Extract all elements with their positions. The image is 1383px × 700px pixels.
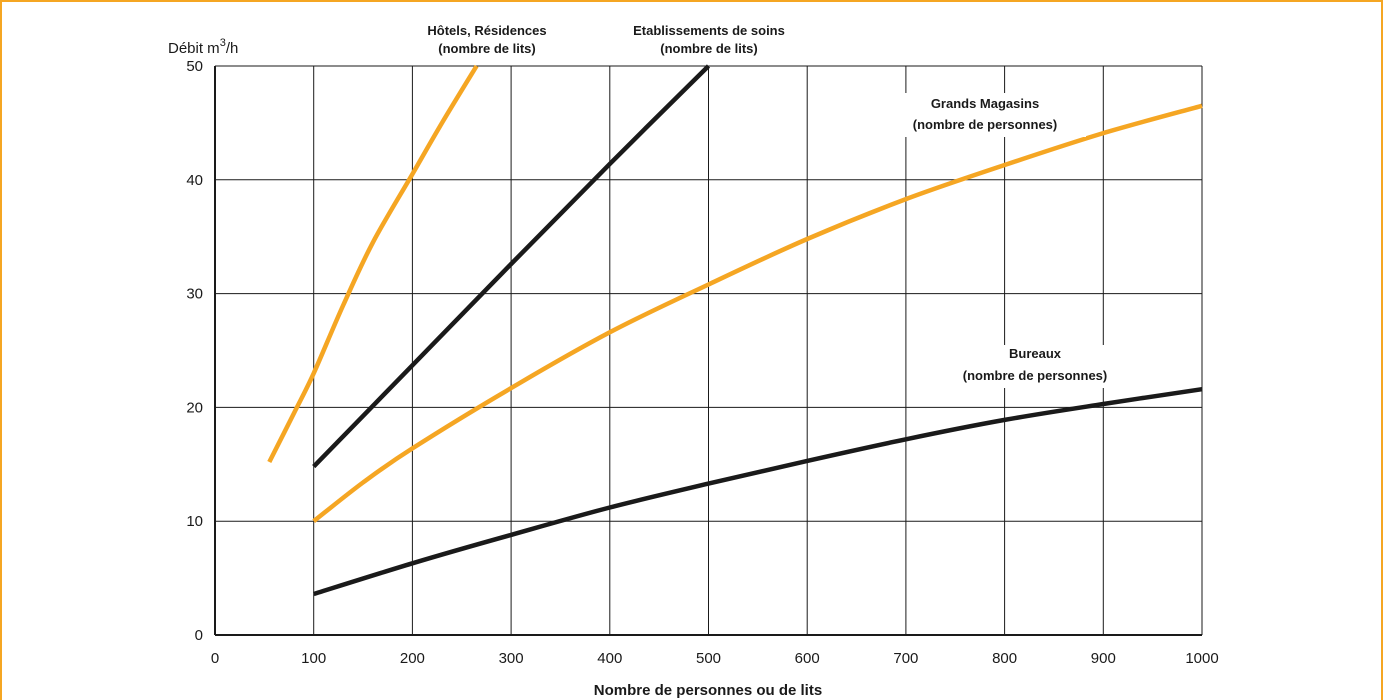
series-line-bureaux (313, 386, 1203, 597)
y-axis-label: Débit m3/h (168, 37, 238, 57)
series-label-soins-line2: (nombre de lits) (660, 41, 758, 56)
series-line-soins (312, 64, 711, 469)
y-tick-labels: 0 10 20 30 40 50 (186, 58, 203, 644)
axes (214, 66, 1202, 636)
y-tick-40: 40 (186, 172, 203, 189)
x-tick-900: 900 (1091, 650, 1116, 667)
x-tick-400: 400 (597, 650, 622, 667)
x-tick-500: 500 (696, 650, 721, 667)
x-tick-300: 300 (499, 650, 524, 667)
y-tick-10: 10 (186, 513, 203, 530)
series-label-bureaux-line1: Bureaux (1009, 346, 1062, 361)
y-tick-20: 20 (186, 399, 203, 416)
x-tick-100: 100 (301, 650, 326, 667)
series-label-soins-line1: Etablissements de soins (633, 23, 785, 38)
series-label-magasins-line1: Grands Magasins (931, 96, 1039, 111)
y-tick-0: 0 (195, 627, 203, 644)
x-tick-0: 0 (211, 650, 219, 667)
x-tick-200: 200 (400, 650, 425, 667)
series-label-hotels-line1: Hôtels, Résidences (427, 23, 546, 38)
x-axis-label: Nombre de personnes ou de lits (594, 682, 822, 699)
y-tick-30: 30 (186, 286, 203, 303)
x-tick-600: 600 (795, 650, 820, 667)
series-line-magasins (312, 103, 1203, 523)
series-label-bureaux-bg (936, 345, 1132, 388)
series-lines (267, 64, 1203, 597)
series-label-bureaux-line2: (nombre de personnes) (963, 368, 1107, 383)
series-label-hotels-line2: (nombre de lits) (438, 41, 536, 56)
y-tick-50: 50 (186, 58, 203, 75)
x-tick-labels: 0 100 200 300 400 500 600 700 800 900 1000 (211, 650, 1219, 667)
x-tick-1000: 1000 (1185, 650, 1218, 667)
series-line-hotels (267, 64, 479, 464)
series-label-magasins-line2: (nombre de personnes) (913, 117, 1057, 132)
x-tick-700: 700 (893, 650, 918, 667)
series-label-magasins-bg (890, 93, 1086, 137)
x-tick-800: 800 (992, 650, 1017, 667)
